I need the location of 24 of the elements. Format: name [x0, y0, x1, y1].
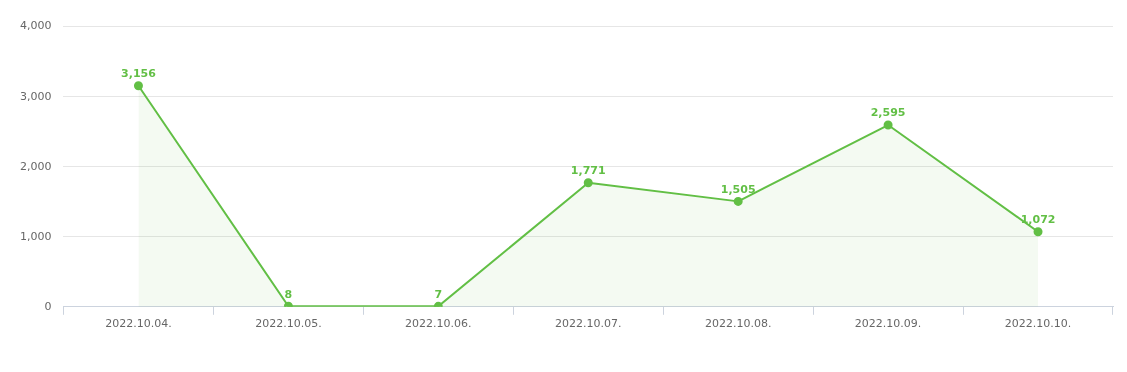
x-tick-label: 2022.10.10. — [1004, 317, 1072, 331]
point — [1033, 227, 1043, 237]
point — [133, 81, 143, 91]
data-label: 3,156 — [121, 67, 157, 81]
data-label: 1,072 — [1020, 213, 1056, 227]
y-tick-label: 3,000 — [19, 89, 52, 103]
point — [733, 196, 743, 206]
data-label: 1,771 — [570, 164, 606, 178]
y-tick-label: 4,000 — [19, 19, 52, 33]
data-label: 7 — [434, 287, 443, 301]
y-tick-label: 2,000 — [19, 159, 52, 173]
data-label: 2,595 — [870, 106, 906, 120]
x-tick-label: 2022.10.04. — [105, 317, 172, 331]
x-tick-label: 2022.10.06. — [405, 317, 472, 331]
point — [883, 120, 893, 130]
point — [583, 178, 593, 188]
y-tick-label: 0 — [44, 299, 52, 313]
data-label: 1,505 — [720, 182, 756, 196]
x-tick-label: 2022.10.09. — [854, 317, 922, 331]
x-tick-label: 2022.10.07. — [555, 317, 622, 331]
data-label: 8 — [284, 287, 293, 301]
x-tick-label: 2022.10.05. — [255, 317, 322, 331]
x-tick-label: 2022.10.08. — [704, 317, 772, 331]
y-tick-label: 1,000 — [19, 229, 52, 243]
